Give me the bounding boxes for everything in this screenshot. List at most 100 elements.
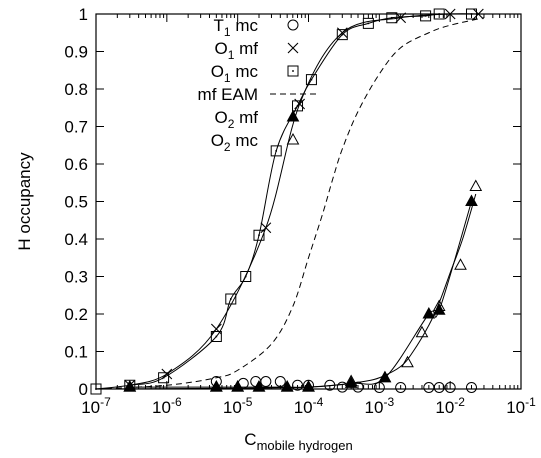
legend-entry-t1-mc: T1 mc bbox=[214, 16, 259, 39]
o2-mc-point bbox=[252, 380, 266, 392]
legend-swatch-o1-mc bbox=[287, 65, 299, 77]
x-tick-exp: -6 bbox=[171, 395, 182, 409]
x-tick-exp: -2 bbox=[454, 395, 465, 409]
x-tick-base: 10 bbox=[223, 398, 242, 417]
o1-mf-point bbox=[260, 222, 272, 234]
y-tick-label: 1 bbox=[79, 5, 88, 24]
x-tick-label: 10-2 bbox=[435, 395, 465, 417]
o1-mc-point bbox=[292, 100, 304, 112]
legend-entry-mf-eam: mf EAM bbox=[198, 85, 258, 104]
o2-mc-point bbox=[123, 380, 137, 392]
x-tick-label: 10-7 bbox=[81, 395, 111, 417]
x-tick-exp: -4 bbox=[313, 395, 324, 409]
x-axis-label-sub: mobile hydrogen bbox=[257, 438, 353, 453]
o1-mc-point bbox=[420, 10, 432, 22]
legend-label-sub: 2 bbox=[224, 140, 231, 154]
y-axis-ticks: 0 0.1 0.2 0.3 0.4 0.5 0.6 0.7 0.8 0.9 1 bbox=[64, 5, 521, 399]
legend-label-main: O bbox=[214, 39, 227, 58]
legend-swatch-o2-mf bbox=[286, 109, 300, 122]
o1-mc-point bbox=[362, 17, 374, 29]
t1-mc-point bbox=[395, 382, 407, 393]
o1-mc-point bbox=[210, 331, 222, 342]
legend-swatch-o1-mf bbox=[287, 42, 299, 54]
legend-label-main: O bbox=[211, 131, 224, 150]
legend-entry-o1-mc: O1 mc bbox=[211, 62, 259, 85]
y-tick-label: 0.4 bbox=[64, 230, 88, 249]
x-tick-base: 10 bbox=[435, 398, 454, 417]
x-tick-label: 10-4 bbox=[294, 395, 324, 417]
o2-mf-point bbox=[465, 194, 478, 206]
x-tick-base: 10 bbox=[81, 398, 100, 417]
o1-mc-point bbox=[225, 293, 237, 305]
x-tick-exp: -5 bbox=[242, 395, 253, 409]
x-tick-label: 10-6 bbox=[152, 395, 182, 417]
o1-mc-point bbox=[253, 229, 265, 241]
legend-label-sub: 2 bbox=[228, 117, 235, 131]
mf-eam-line bbox=[95, 17, 485, 390]
o2-mc-point bbox=[454, 258, 467, 270]
legend-label-sub: 1 bbox=[224, 71, 231, 85]
x-tick-base: 10 bbox=[365, 398, 384, 417]
y-tick-label: 0.7 bbox=[64, 118, 88, 137]
o1-mc-point bbox=[305, 74, 317, 86]
legend-entry-o2-mf: O2 mf bbox=[214, 108, 258, 131]
plot-markers bbox=[90, 8, 484, 395]
legend-label-sub: 1 bbox=[228, 48, 235, 62]
legend-label-rest: mf bbox=[234, 108, 258, 127]
x-tick-label: 10-3 bbox=[365, 395, 395, 417]
legend-swatch-t1-mc bbox=[287, 19, 299, 31]
y-tick-label: 0 bbox=[79, 380, 88, 399]
legend-label-rest: mc bbox=[231, 131, 259, 150]
x-tick-exp: -3 bbox=[383, 395, 394, 409]
o2-mc-point bbox=[401, 355, 414, 368]
o1-mc-point bbox=[158, 372, 170, 384]
o2-mc-point bbox=[469, 179, 483, 191]
t1-mc-point bbox=[324, 379, 336, 391]
o2-mc-point bbox=[378, 370, 392, 383]
o2-mc-point bbox=[415, 325, 429, 338]
o2-mc-point bbox=[280, 380, 294, 392]
legend-label-main: T bbox=[214, 16, 224, 35]
o1-mf-point bbox=[210, 323, 222, 335]
t1-mc-point bbox=[465, 382, 477, 393]
t1-mc-point bbox=[260, 376, 272, 387]
y-tick-label: 0.6 bbox=[64, 155, 88, 174]
x-tick-exp: -1 bbox=[525, 395, 536, 409]
x-tick-base: 10 bbox=[152, 398, 171, 417]
o1-mc-point bbox=[386, 12, 398, 24]
o1-mc-line bbox=[95, 13, 472, 390]
legend-entry-o1-mf: O1 mf bbox=[214, 39, 258, 62]
legend-label-sub: 1 bbox=[224, 25, 231, 39]
o2-mf-point bbox=[432, 303, 446, 315]
plot-frame bbox=[95, 13, 522, 390]
o1-mc-point bbox=[336, 29, 348, 41]
y-axis-label: H occupancy bbox=[15, 152, 34, 251]
legend-label-main: O bbox=[214, 108, 227, 127]
o2-mc-point bbox=[432, 299, 446, 311]
legend-entry-o2-mc: O2 mc bbox=[211, 131, 259, 154]
o2-mc-point bbox=[209, 380, 223, 392]
x-tick-label: 10-1 bbox=[506, 395, 536, 417]
o2-mc-fit-line bbox=[95, 193, 477, 390]
y-tick-label: 0.3 bbox=[64, 268, 88, 287]
x-tick-exp: -7 bbox=[100, 395, 111, 409]
y-tick-label: 0.8 bbox=[64, 80, 88, 99]
o2-mf-point bbox=[422, 306, 436, 319]
y-tick-label: 0.5 bbox=[64, 193, 88, 212]
legend-label-main: O bbox=[211, 62, 224, 81]
x-tick-label: 10-5 bbox=[223, 395, 253, 417]
y-tick-label: 0.1 bbox=[64, 343, 88, 362]
legend-swatch-o2-mc bbox=[286, 132, 300, 145]
o1-mc-point bbox=[240, 271, 252, 282]
o1-mc-point bbox=[270, 145, 282, 157]
legend-label-main: mf EAM bbox=[198, 85, 258, 104]
x-axis-label-main: C bbox=[244, 430, 256, 449]
x-tick-base: 10 bbox=[294, 398, 313, 417]
legend-label-rest: mc bbox=[231, 62, 259, 81]
legend-label-rest: mc bbox=[231, 16, 259, 35]
x-tick-base: 10 bbox=[506, 398, 525, 417]
x-axis-label: Cmobile hydrogen bbox=[244, 430, 352, 453]
o2-mf-line bbox=[129, 201, 472, 388]
